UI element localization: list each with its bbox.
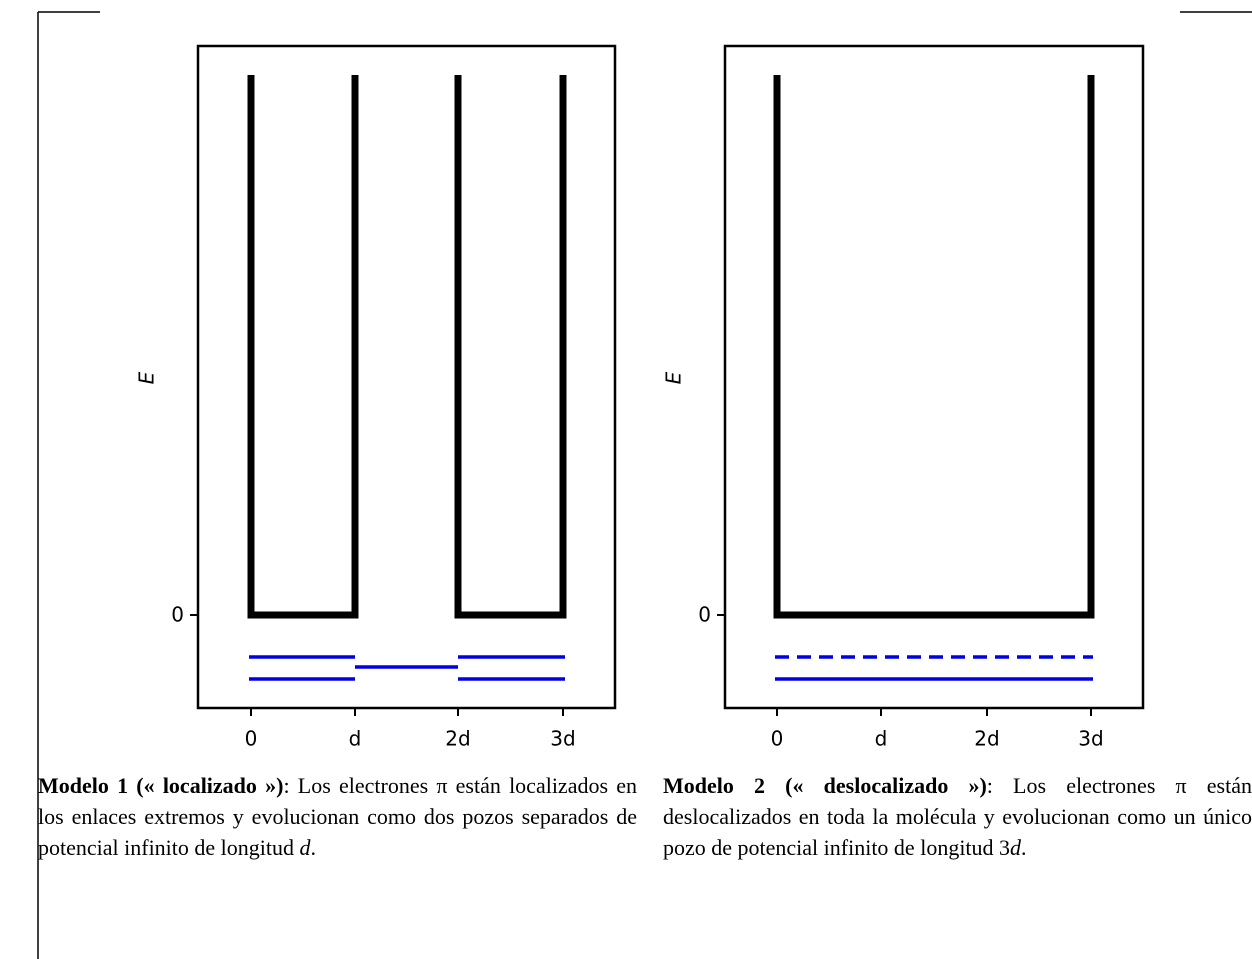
caption-title: Modelo 1 (« localizado ») xyxy=(38,773,284,798)
x-tick-label: 0 xyxy=(245,727,258,751)
caption: Modelo 1 (« localizado »): Los electrone… xyxy=(38,770,637,863)
x-tick-label: d xyxy=(349,727,362,751)
caption-title: Modelo 2 (« deslocalizado ») xyxy=(663,773,987,798)
y-axis-label: E xyxy=(662,371,686,384)
axes-box xyxy=(196,44,617,710)
y-tick-label: 0 xyxy=(171,603,184,627)
x-tick-label: 3d xyxy=(550,727,575,751)
x-tick-label: d xyxy=(875,727,888,751)
x-tick-label: 2d xyxy=(445,727,470,751)
caption-variable: d xyxy=(1010,835,1022,860)
potential-well xyxy=(773,75,1095,619)
potential-well xyxy=(247,75,567,619)
x-tick-label: 2d xyxy=(974,727,999,751)
x-tick-label: 0 xyxy=(771,727,784,751)
caption: Modelo 2 (« deslocalizado »): Los electr… xyxy=(663,770,1252,863)
energy-levels xyxy=(249,655,565,681)
caption-text: : Los electrones π están localizados en … xyxy=(38,773,637,860)
caption-end: . xyxy=(1021,835,1027,860)
y-axis-label: E xyxy=(135,371,159,384)
axes-box xyxy=(723,44,1145,710)
x-tick-label: 3d xyxy=(1078,727,1103,751)
panel: E 0 0 d 2d 3d xyxy=(662,44,1145,751)
caption-variable: d xyxy=(299,835,311,860)
y-tick-label: 0 xyxy=(698,603,711,627)
energy-levels xyxy=(775,655,1093,681)
caption-text: : Los electrones π están deslocalizados … xyxy=(663,773,1252,860)
panel: E 0 0 d 2d 3d xyxy=(135,44,617,751)
caption-end: . xyxy=(310,835,317,860)
